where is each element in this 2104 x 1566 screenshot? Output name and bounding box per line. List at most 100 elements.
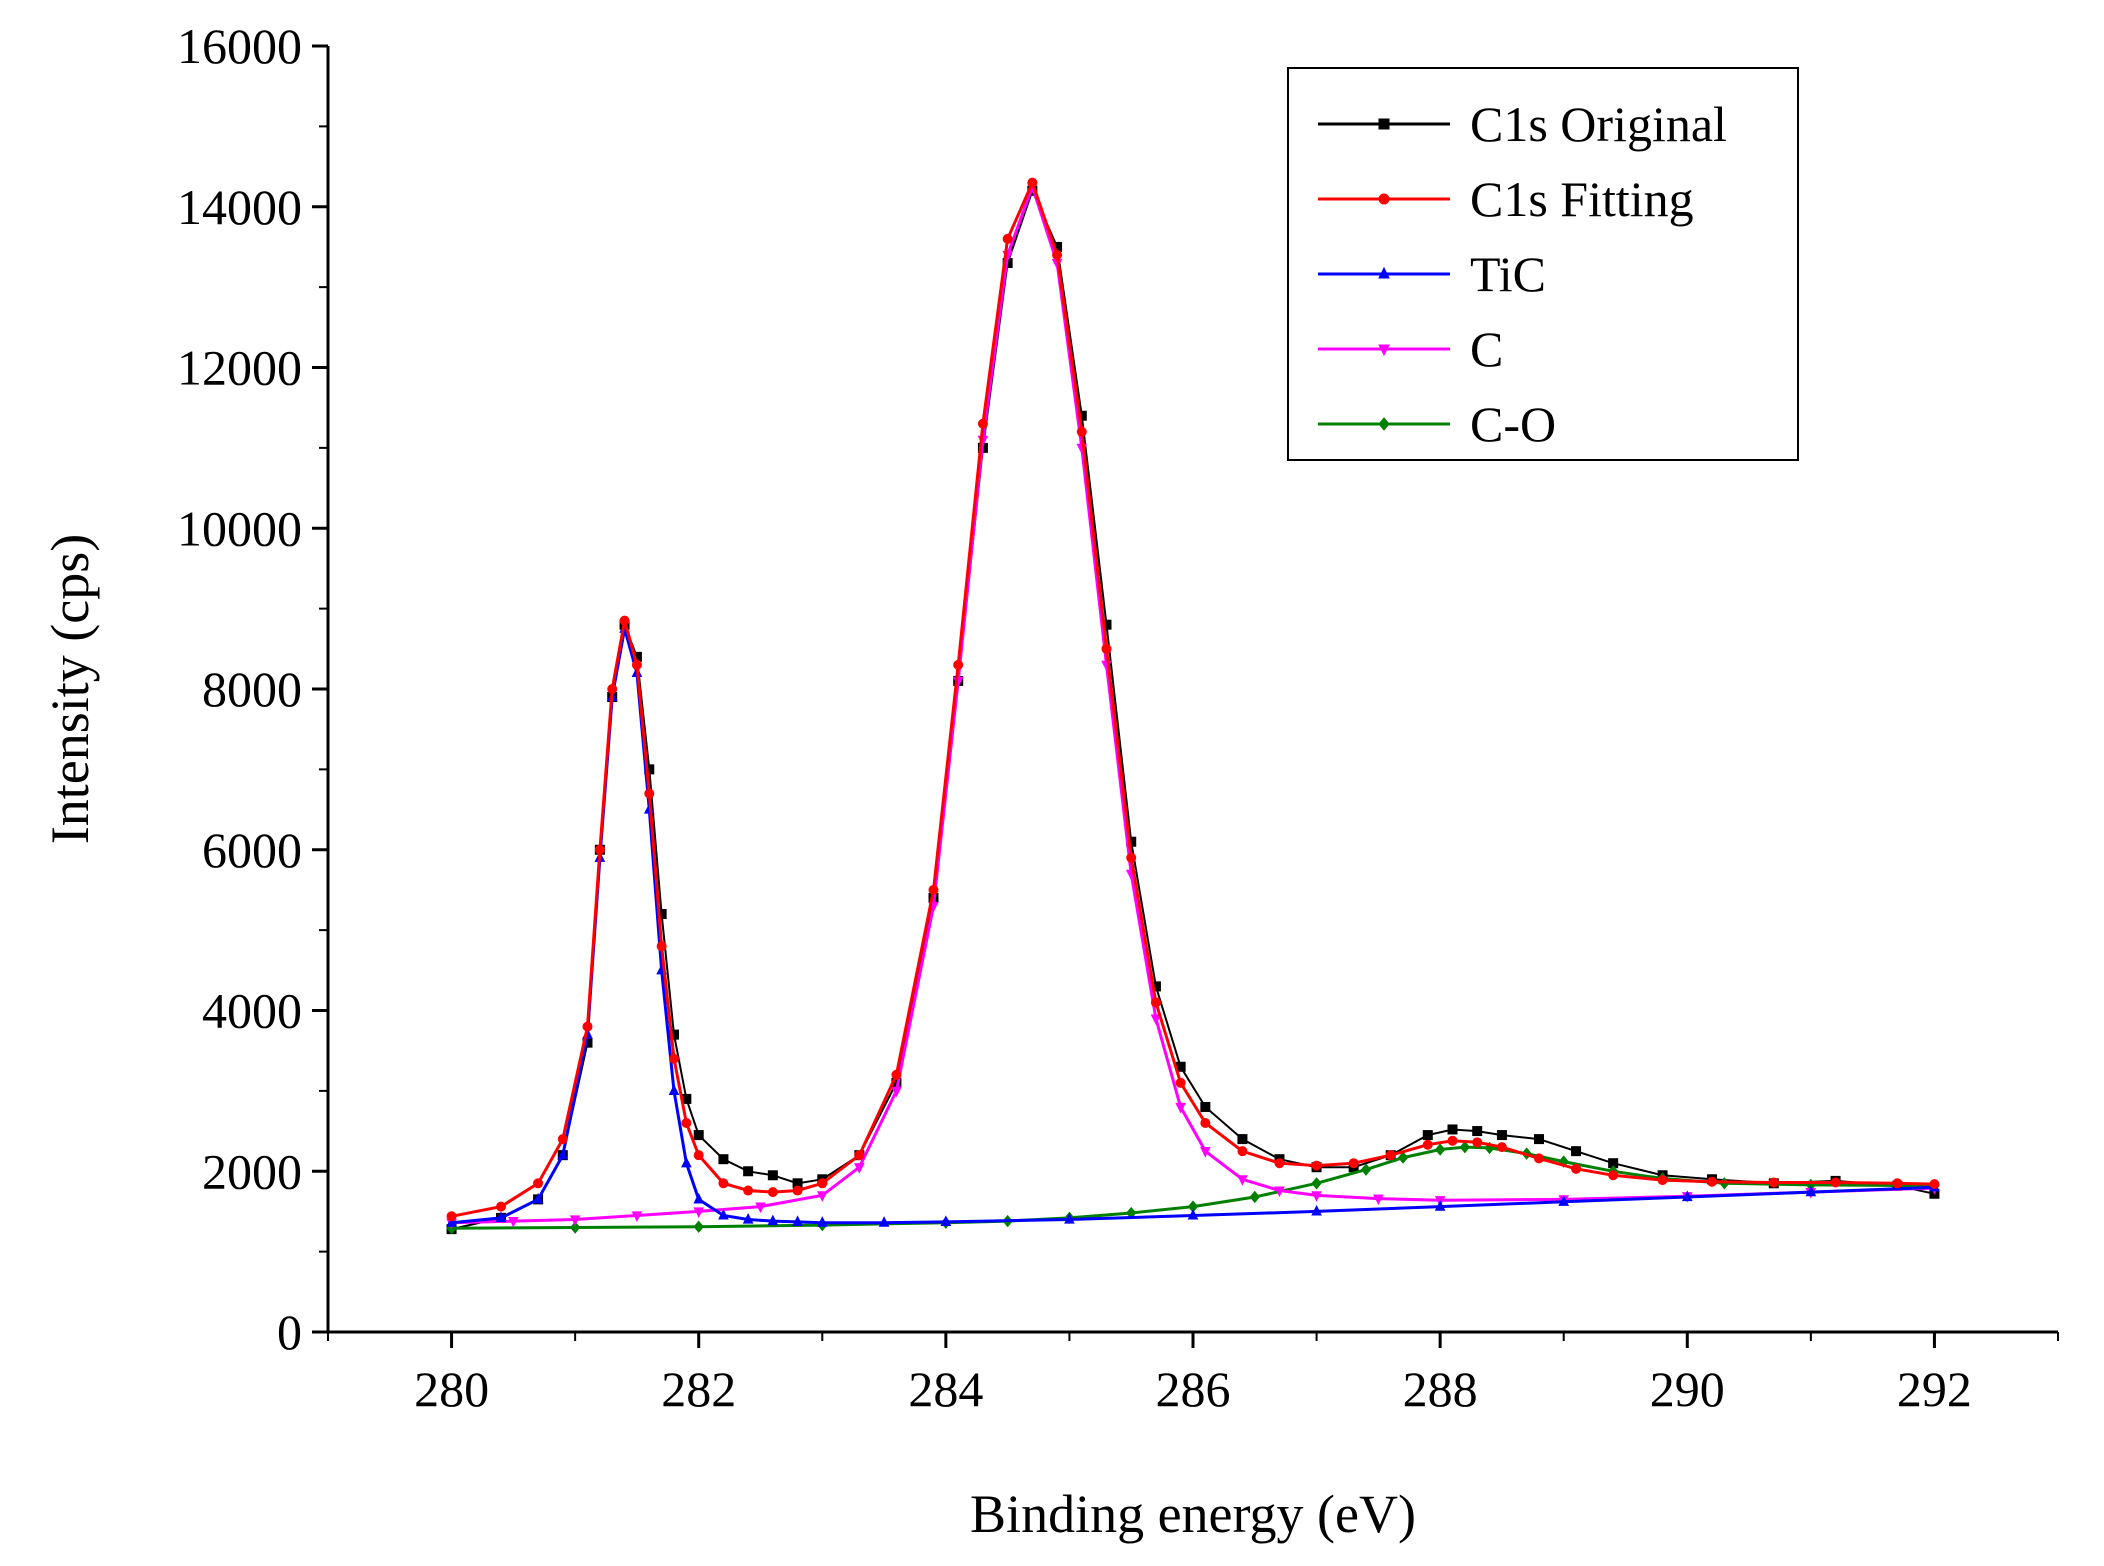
data-point [1657, 1175, 1668, 1186]
data-point [816, 1216, 828, 1227]
data-point [446, 1211, 457, 1222]
legend-marker [1378, 417, 1390, 431]
data-point [1447, 1135, 1458, 1146]
data-point [1200, 1118, 1211, 1129]
data-point [1274, 1158, 1285, 1169]
data-point [594, 844, 605, 855]
series-line [451, 182, 1935, 1225]
data-point [1929, 1179, 1940, 1190]
data-point [1681, 1190, 1693, 1202]
legend-entry: TiC [1318, 246, 1546, 302]
x-tick-label: 280 [414, 1361, 489, 1417]
data-point [1027, 177, 1038, 188]
legend-label: C [1470, 321, 1503, 377]
data-point [891, 1086, 902, 1098]
legend-entry: C1s Original [1318, 96, 1727, 152]
data-point [533, 1178, 544, 1189]
data-point [668, 1084, 680, 1095]
data-point [816, 1191, 828, 1202]
data-point [718, 1178, 729, 1189]
y-tick-label: 0 [277, 1304, 302, 1360]
data-point [619, 615, 630, 626]
data-point [1249, 1190, 1260, 1204]
data-point [1768, 1177, 1779, 1188]
data-point [1311, 1177, 1322, 1190]
data-point [693, 1130, 704, 1141]
data-point [607, 684, 618, 694]
legend-box [1287, 67, 1799, 461]
data-point [817, 1178, 828, 1189]
series-c1s-fitting [446, 177, 1940, 1222]
data-point [1237, 1134, 1248, 1145]
data-point [1175, 1077, 1186, 1088]
data-point [1707, 1176, 1717, 1187]
data-point [1496, 1142, 1507, 1153]
data-point [1360, 1163, 1372, 1176]
data-point [1571, 1163, 1582, 1174]
data-point [1434, 1200, 1446, 1211]
data-point [1805, 1185, 1817, 1197]
legend-label: C1s Original [1470, 96, 1727, 152]
data-point [656, 941, 667, 952]
data-point [743, 1166, 754, 1177]
legend-label: TiC [1470, 246, 1546, 302]
y-tick-label: 16000 [177, 18, 302, 74]
data-point [1076, 426, 1087, 437]
data-point [742, 1212, 754, 1224]
data-point [767, 1187, 778, 1198]
legend-marker [1378, 118, 1390, 130]
data-point [1892, 1178, 1903, 1189]
data-point [1385, 1150, 1396, 1161]
data-point [1830, 1177, 1841, 1188]
data-point [767, 1170, 778, 1181]
data-point [792, 1185, 803, 1196]
data-point [1200, 1101, 1211, 1112]
data-point [569, 1215, 581, 1226]
data-point [1608, 1170, 1619, 1181]
data-point [681, 1156, 692, 1168]
data-point [792, 1215, 803, 1226]
data-point [1348, 1158, 1359, 1169]
data-point [718, 1154, 729, 1165]
data-point [755, 1202, 766, 1214]
data-point [693, 1220, 704, 1233]
legend-marker [1378, 193, 1390, 205]
series-layer [446, 177, 1940, 1235]
data-point [557, 1148, 569, 1160]
data-point [631, 659, 642, 670]
data-point [1534, 1134, 1544, 1145]
data-point [1434, 1143, 1446, 1156]
legend-entry: C1s Fitting [1318, 171, 1694, 227]
ticks-layer: 280 282 284 286 288 290 292 0 2000 4000 6000 8000 10… [177, 18, 2059, 1417]
data-point [508, 1216, 519, 1228]
y-tick-label: 6000 [202, 822, 302, 878]
data-point [693, 1207, 705, 1218]
data-point [878, 1216, 890, 1227]
data-point [1311, 1191, 1322, 1202]
data-point [532, 1192, 544, 1204]
y-tick-label: 12000 [177, 340, 302, 396]
legend-marker [1378, 266, 1390, 279]
data-point [1150, 997, 1161, 1008]
data-point [446, 1216, 457, 1227]
data-point [1422, 1139, 1433, 1150]
data-point [1422, 1130, 1433, 1141]
data-point [496, 1201, 506, 1212]
data-point [891, 1069, 902, 1080]
data-point [977, 418, 988, 429]
data-point [940, 1215, 952, 1226]
data-point [1558, 1195, 1570, 1206]
data-point [1237, 1175, 1248, 1186]
legend-label: C1s Fitting [1470, 171, 1694, 227]
x-tick-label: 290 [1650, 1361, 1725, 1417]
data-point [718, 1208, 729, 1220]
data-point [928, 884, 939, 895]
data-point [644, 788, 655, 799]
data-point [1459, 1140, 1471, 1154]
data-point [582, 1021, 593, 1032]
data-point [1571, 1146, 1582, 1157]
data-point [1496, 1130, 1507, 1141]
y-tick-label: 8000 [202, 661, 302, 717]
data-point [681, 1118, 692, 1129]
